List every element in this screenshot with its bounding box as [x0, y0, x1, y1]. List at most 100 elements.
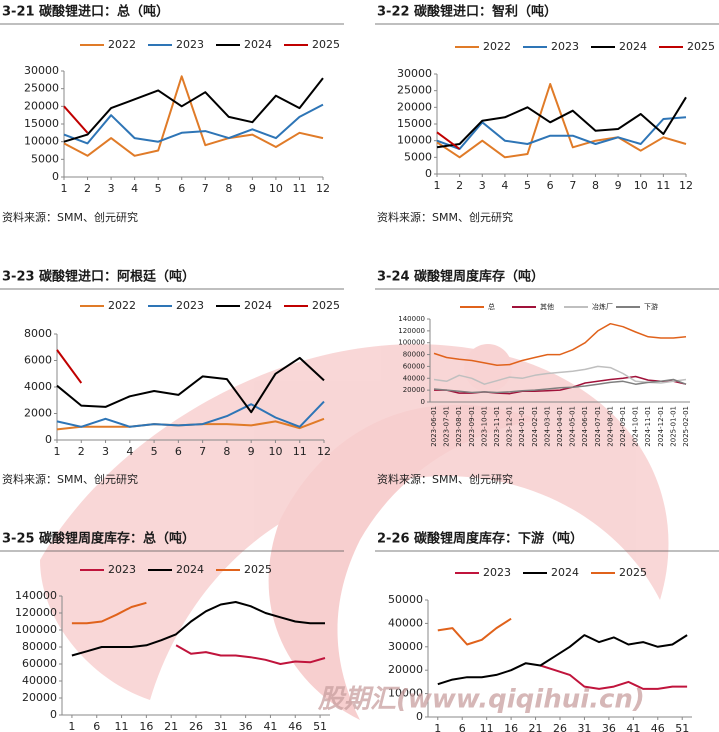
x-tick-label: 6 [178, 182, 185, 195]
x-tick-label: 4 [126, 445, 133, 458]
legend-label: 2024 [176, 563, 204, 576]
x-tick-label: 7 [199, 445, 206, 458]
x-tick-label: 6 [93, 720, 100, 732]
x-tick-label: 1 [434, 722, 441, 732]
x-tick-label: 2023-11-01 [493, 406, 501, 447]
y-tick-label: 80000 [22, 640, 57, 653]
x-tick-label: 21 [529, 722, 543, 732]
x-tick-label: 2 [84, 182, 91, 195]
x-tick-label: 3 [108, 182, 115, 195]
y-tick-label: 0 [52, 170, 59, 183]
chart-title: 3-22 碳酸锂进口：智利（吨） [377, 4, 557, 20]
y-tick-label: 10000 [24, 135, 59, 148]
x-tick-label: 31 [214, 720, 228, 732]
y-tick-label: 5000 [404, 150, 432, 163]
legend-label: 2023 [176, 38, 204, 51]
y-tick-label: 20000 [397, 100, 432, 113]
series-line [433, 365, 687, 385]
source-note: 资料来源：SMM、创元研究 [2, 472, 138, 486]
y-tick-label: 15000 [397, 117, 432, 130]
chart-panel: 2-26 碳酸锂周度库存：下游（吨）1 6 11 16 21 26 31 36 41 46 5101… [375, 531, 719, 732]
y-tick-label: 60000 [403, 362, 425, 370]
x-tick-label: 5 [524, 179, 531, 192]
x-tick-label: 16 [139, 720, 153, 732]
x-tick-label: 10 [268, 445, 282, 458]
legend-label: 2025 [312, 38, 340, 51]
chart-title: 3-24 碳酸锂周度库存（吨） [377, 269, 544, 285]
x-tick-label: 3 [102, 445, 109, 458]
y-tick-label: 20000 [388, 663, 423, 676]
x-tick-label: 1 [54, 445, 61, 458]
x-tick-label: 9 [248, 445, 255, 458]
x-tick-label: 9 [249, 182, 256, 195]
x-tick-label: 2024-02-01 [531, 406, 539, 447]
series-line [56, 349, 83, 384]
x-tick-label: 6 [547, 179, 554, 192]
series-line [56, 356, 325, 414]
y-tick-label: 0 [425, 167, 432, 180]
x-tick-label: 8 [225, 182, 232, 195]
y-tick-label: 8000 [24, 327, 52, 340]
chart-title: 3-25 碳酸锂周度库存：总（吨） [2, 531, 195, 547]
x-tick-label: 2025-02-01 [682, 406, 690, 447]
series-line [436, 131, 461, 150]
chart-title: 2-26 碳酸锂周度库存：下游（吨） [377, 531, 583, 547]
y-tick-label: 120000 [15, 606, 57, 619]
series-line [71, 601, 147, 625]
x-tick-label: 51 [313, 720, 327, 732]
y-tick-label: 40000 [403, 374, 425, 382]
series-line [63, 103, 324, 145]
legend-label: 2022 [108, 299, 136, 312]
y-tick-label: 100000 [398, 339, 425, 347]
x-tick-label: 9 [615, 179, 622, 192]
legend-label: 总 [488, 302, 495, 311]
legend-label: 2024 [551, 566, 579, 579]
series-line [56, 400, 325, 428]
x-tick-label: 11 [656, 179, 670, 192]
x-tick-label: 36 [602, 722, 616, 732]
source-note: 资料来源：SMM、创元研究 [377, 210, 513, 224]
x-tick-label: 8 [223, 445, 230, 458]
legend-label: 2025 [244, 563, 272, 576]
series-line [433, 322, 687, 366]
y-tick-label: 100000 [15, 623, 57, 636]
x-tick-label: 2024-03-01 [543, 406, 551, 447]
x-tick-label: 2 [456, 179, 463, 192]
legend-label: 2025 [687, 40, 715, 53]
x-tick-label: 8 [592, 179, 599, 192]
series-line [436, 116, 687, 150]
x-tick-label: 10 [269, 182, 283, 195]
x-tick-label: 2024-08-01 [606, 406, 614, 447]
legend-label: 2022 [483, 40, 511, 53]
y-tick-label: 20000 [24, 99, 59, 112]
y-tick-label: 0 [416, 710, 423, 723]
y-tick-label: 15000 [24, 117, 59, 130]
x-tick-label: 2025-01-01 [669, 406, 677, 447]
x-tick-label: 2024-12-01 [657, 406, 665, 447]
series-line [63, 105, 89, 134]
y-tick-label: 30000 [24, 64, 59, 77]
x-tick-label: 2 [78, 445, 85, 458]
x-tick-label: 2023-07-01 [443, 406, 451, 447]
y-tick-label: 60000 [22, 657, 57, 670]
x-tick-label: 1 [68, 720, 75, 732]
y-tick-label: 80000 [403, 351, 425, 359]
watermark-text: 股期汇(www.qiqihui.cn) [317, 685, 645, 715]
x-tick-label: 1 [434, 179, 441, 192]
y-tick-label: 30000 [388, 640, 423, 653]
y-tick-label: 4000 [24, 380, 52, 393]
x-tick-label: 2023-10-01 [480, 406, 488, 447]
legend-label: 2022 [108, 38, 136, 51]
x-tick-label: 11 [480, 722, 494, 732]
series-line [63, 77, 324, 143]
y-tick-label: 20000 [22, 691, 57, 704]
y-tick-label: 2000 [24, 407, 52, 420]
x-tick-label: 11 [292, 182, 306, 195]
legend-label: 2025 [312, 299, 340, 312]
x-tick-label: 16 [504, 722, 518, 732]
legend-label: 2025 [619, 566, 647, 579]
series-line [433, 378, 687, 394]
y-tick-label: 0 [421, 398, 425, 406]
